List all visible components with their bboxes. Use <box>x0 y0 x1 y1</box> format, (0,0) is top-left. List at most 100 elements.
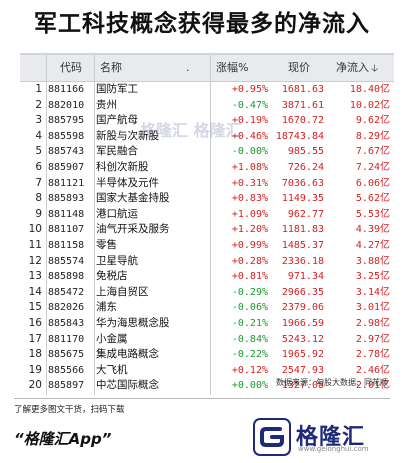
row-index: 2 <box>35 98 42 111</box>
row-netflow: 3.25亿 <box>355 271 390 283</box>
row-price: 1327.08 <box>281 380 324 392</box>
row-code: 881107 <box>48 224 85 236</box>
row-netflow: 2.98亿 <box>355 317 390 329</box>
row-price: 1966.59 <box>281 317 324 329</box>
row-name: 国产航母 <box>96 114 138 127</box>
row-price: 726.24 <box>287 161 324 173</box>
footer-divider <box>14 398 390 399</box>
table-row[interactable]: 1 881166 国防军工 +0.95% 1681.63 18.40亿 <box>20 82 394 98</box>
header-price[interactable]: 现价 <box>288 61 310 74</box>
row-name: 半导体及元件 <box>96 176 159 189</box>
row-change: -0.21% <box>231 317 268 329</box>
row-index: 3 <box>35 114 42 127</box>
table-row[interactable]: 9 881148 港口航运 +1.09% 962.77 5.53亿 <box>20 207 394 223</box>
row-price: 7036.63 <box>281 177 324 189</box>
row-code: 885795 <box>48 115 85 127</box>
table-row[interactable]: 4 885598 新股与次新股 +0.46% 18743.84 8.29亿 <box>20 129 394 145</box>
table-row[interactable]: 3 885795 国产航母 +0.19% 1670.72 9.62亿 <box>20 113 394 129</box>
row-price: 1181.83 <box>281 224 324 236</box>
row-netflow: 5.53亿 <box>355 208 390 220</box>
row-name: 华为海思概念股 <box>96 316 170 329</box>
row-index: 6 <box>35 160 42 173</box>
row-netflow: 4.39亿 <box>355 224 390 236</box>
row-price: 971.34 <box>287 271 324 283</box>
row-change: -0.06% <box>231 302 268 314</box>
source-note: 数据来源：勾股大数据、同花顺 <box>276 378 388 387</box>
row-name: 国家大基金持股 <box>96 192 170 205</box>
row-price: 1485.37 <box>281 239 324 251</box>
table-row[interactable]: 11 881158 零售 +0.99% 1485.37 4.27亿 <box>20 238 394 254</box>
header-change[interactable]: 涨幅% <box>216 61 249 74</box>
row-code: 885566 <box>48 364 85 376</box>
row-code: 885675 <box>48 349 85 361</box>
row-code: 885843 <box>48 317 85 329</box>
table-row[interactable]: 18 885675 集成电路概念 -0.22% 1965.92 2.78亿 <box>20 347 394 363</box>
row-netflow: 7.24亿 <box>355 161 390 173</box>
column-divider <box>210 55 211 395</box>
header-netflow[interactable]: 净流入 🡣 <box>336 55 378 82</box>
row-name: 科创次新股 <box>96 160 149 173</box>
table-row[interactable]: 13 885898 免税店 +0.81% 971.34 3.25亿 <box>20 269 394 285</box>
header-code[interactable]: 代码 <box>60 61 82 74</box>
row-netflow: 3.01亿 <box>355 302 390 314</box>
row-price: 2547.93 <box>281 364 324 376</box>
row-change: +0.28% <box>231 255 268 267</box>
row-index: 9 <box>35 207 42 220</box>
header-name[interactable]: 名称 <box>100 61 122 74</box>
header-dot: . <box>186 61 190 74</box>
row-change: -0.47% <box>231 99 268 111</box>
row-netflow: 5.62亿 <box>355 193 390 205</box>
row-name: 浦东 <box>96 301 117 314</box>
table-row[interactable]: 12 885574 卫星导航 +0.28% 2336.18 3.88亿 <box>20 254 394 270</box>
header-netflow-label: 净流入 <box>336 61 369 74</box>
row-netflow: 2.97亿 <box>355 333 390 345</box>
row-change: +1.08% <box>231 161 268 173</box>
row-change: +1.20% <box>231 224 268 236</box>
row-code: 881121 <box>48 177 85 189</box>
row-index: 17 <box>28 332 42 345</box>
table-row[interactable]: 7 881121 半导体及元件 +0.31% 7036.63 6.06亿 <box>20 176 394 192</box>
row-change: +0.81% <box>231 271 268 283</box>
download-hint: 了解更多图文干货，扫码下载 <box>14 405 125 415</box>
row-code: 881166 <box>48 84 85 95</box>
row-code: 881170 <box>48 333 85 345</box>
brand-logo[interactable]: 格隆汇 www.gelonghui.com <box>252 417 392 457</box>
table-row[interactable]: 5 885743 军民融合 -0.00% 985.55 7.67亿 <box>20 144 394 160</box>
row-index: 19 <box>28 363 42 376</box>
row-code: 885472 <box>48 286 85 298</box>
row-price: 2966.35 <box>281 286 324 298</box>
row-netflow: 2.46亿 <box>355 364 390 376</box>
row-name: 卫星导航 <box>96 254 138 267</box>
table-row[interactable]: 19 885566 大飞机 +0.12% 2547.93 2.46亿 <box>20 363 394 379</box>
row-price: 1965.92 <box>281 349 324 361</box>
table-row[interactable]: 14 885472 上海自贸区 -0.29% 2966.35 3.14亿 <box>20 285 394 301</box>
table-row[interactable]: 6 885907 科创次新股 +1.08% 726.24 7.24亿 <box>20 160 394 176</box>
table-row[interactable]: 16 885843 华为海思概念股 -0.21% 1966.59 2.98亿 <box>20 316 394 332</box>
table-row[interactable]: 2 882010 贵州 -0.47% 3871.61 10.02亿 <box>20 98 394 114</box>
row-netflow: 4.27亿 <box>355 239 390 251</box>
row-change: +0.31% <box>231 177 268 189</box>
row-index: 7 <box>35 176 42 189</box>
table-row[interactable]: 8 885893 国家大基金持股 +0.83% 1149.35 5.62亿 <box>20 191 394 207</box>
row-change: -0.84% <box>231 333 268 345</box>
row-change: +0.12% <box>231 364 268 376</box>
table-row[interactable]: 20 885897 中芯国际概念 +0.00% 1327.08 2.01亿 <box>20 378 394 394</box>
row-code: 885598 <box>48 130 85 142</box>
table-row[interactable]: 10 881107 油气开采及服务 +1.20% 1181.83 4.39亿 <box>20 222 394 238</box>
row-code: 882010 <box>48 99 85 111</box>
row-netflow: 10.02亿 <box>349 99 390 111</box>
row-netflow: 18.40亿 <box>349 84 390 95</box>
row-netflow: 3.88亿 <box>355 255 390 267</box>
row-index: 8 <box>35 192 42 205</box>
row-change: +1.09% <box>231 208 268 220</box>
row-name: 大飞机 <box>96 363 128 376</box>
row-netflow: 2.78亿 <box>355 349 390 361</box>
row-code: 881158 <box>48 239 85 251</box>
row-name: 油气开采及服务 <box>96 223 170 236</box>
row-index: 4 <box>35 129 42 142</box>
logo-url: www.gelonghui.com <box>298 445 369 453</box>
table-row[interactable]: 17 881170 小金属 -0.84% 5243.12 2.97亿 <box>20 332 394 348</box>
table-row[interactable]: 15 882026 浦东 -0.06% 2379.06 3.01亿 <box>20 300 394 316</box>
row-index: 12 <box>28 254 42 267</box>
row-netflow: 8.29亿 <box>355 130 390 142</box>
